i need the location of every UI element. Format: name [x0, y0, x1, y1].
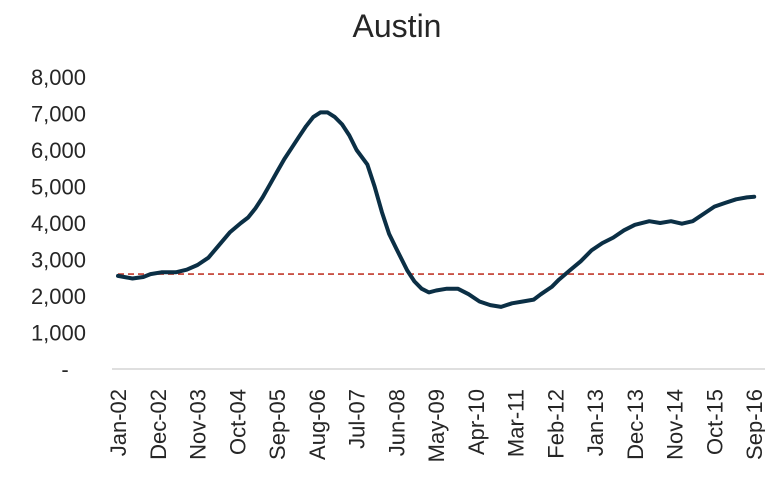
- y-tick-label: 5,000: [31, 175, 86, 200]
- y-tick-label: 1,000: [31, 321, 86, 346]
- y-tick-label: 7,000: [31, 102, 86, 127]
- series-line: [116, 110, 757, 309]
- x-tick-label: Dec-13: [623, 389, 648, 460]
- y-tick-label: 6,000: [31, 138, 86, 163]
- y-tick-label: 4,000: [31, 211, 86, 236]
- x-tick-label: Sep-05: [265, 389, 290, 460]
- y-axis-tick-labels: - 1,000 2,000 3,000 4,000 5,000 6,000 7,000 8,00…: [31, 65, 86, 382]
- x-tick-label: May-09: [424, 389, 449, 462]
- x-tick-label: Mar-11: [504, 389, 529, 457]
- x-tick-label: Sep-16: [742, 389, 765, 460]
- x-tick-label: Dec-02: [146, 389, 171, 460]
- x-tick-label: Aug-06: [305, 389, 330, 460]
- x-tick-label: Oct-15: [702, 389, 727, 455]
- chart-title: Austin: [353, 8, 442, 44]
- x-tick-label: Oct-04: [225, 389, 250, 455]
- x-axis-tick-labels: Jan-02 Dec-02 Nov-03 Oct-04 Sep-05 Aug-06 Jul-…: [106, 389, 765, 462]
- y-tick-label: 8,000: [31, 65, 86, 90]
- x-tick-label: Jul-07: [345, 389, 370, 449]
- x-tick-label: Feb-12: [543, 389, 568, 459]
- y-tick-label: 3,000: [31, 248, 86, 273]
- x-tick-label: Nov-03: [186, 389, 211, 460]
- y-tick-label: 2,000: [31, 284, 86, 309]
- x-tick-label: Nov-14: [663, 389, 688, 460]
- x-tick-label: Jan-02: [106, 389, 131, 456]
- y-tick-label: -: [61, 357, 68, 382]
- x-tick-label: Jun-08: [384, 389, 409, 456]
- x-tick-label: Jan-13: [583, 389, 608, 456]
- x-tick-label: Apr-10: [464, 389, 489, 455]
